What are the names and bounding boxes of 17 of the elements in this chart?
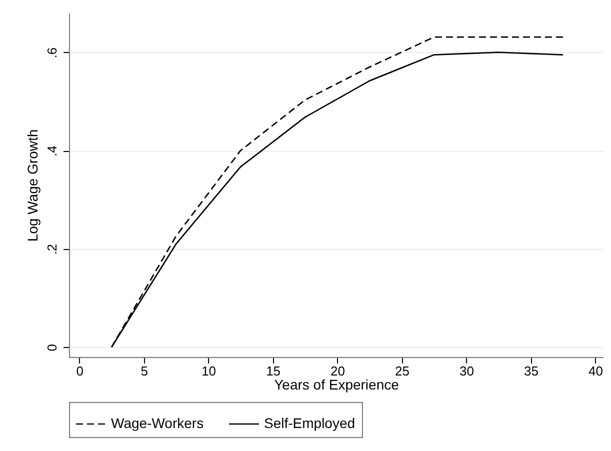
x-axis-title: Years of Experience: [274, 376, 400, 392]
x-tick-label: 20: [330, 364, 346, 378]
x-tick-label: 15: [266, 364, 281, 378]
y-axis-title: Log Wage Growth: [24, 129, 40, 242]
x-tick-label: 30: [460, 364, 474, 378]
y-tick-label: 0: [44, 344, 60, 352]
x-tick-label: 40: [588, 364, 603, 378]
legend-label: Wage-Workers: [111, 415, 204, 431]
y-tick-label: .2: [44, 244, 60, 255]
x-tick-label: 0: [76, 364, 84, 378]
x-tick-label: 35: [524, 364, 539, 378]
legend-label: Self-Employed: [264, 415, 356, 431]
x-tick-label: 10: [202, 364, 216, 378]
x-tick-label: 5: [140, 364, 148, 378]
y-tick-label: .6: [44, 47, 60, 58]
x-tick-label: 25: [395, 364, 410, 378]
y-tick-label: .4: [44, 146, 60, 157]
